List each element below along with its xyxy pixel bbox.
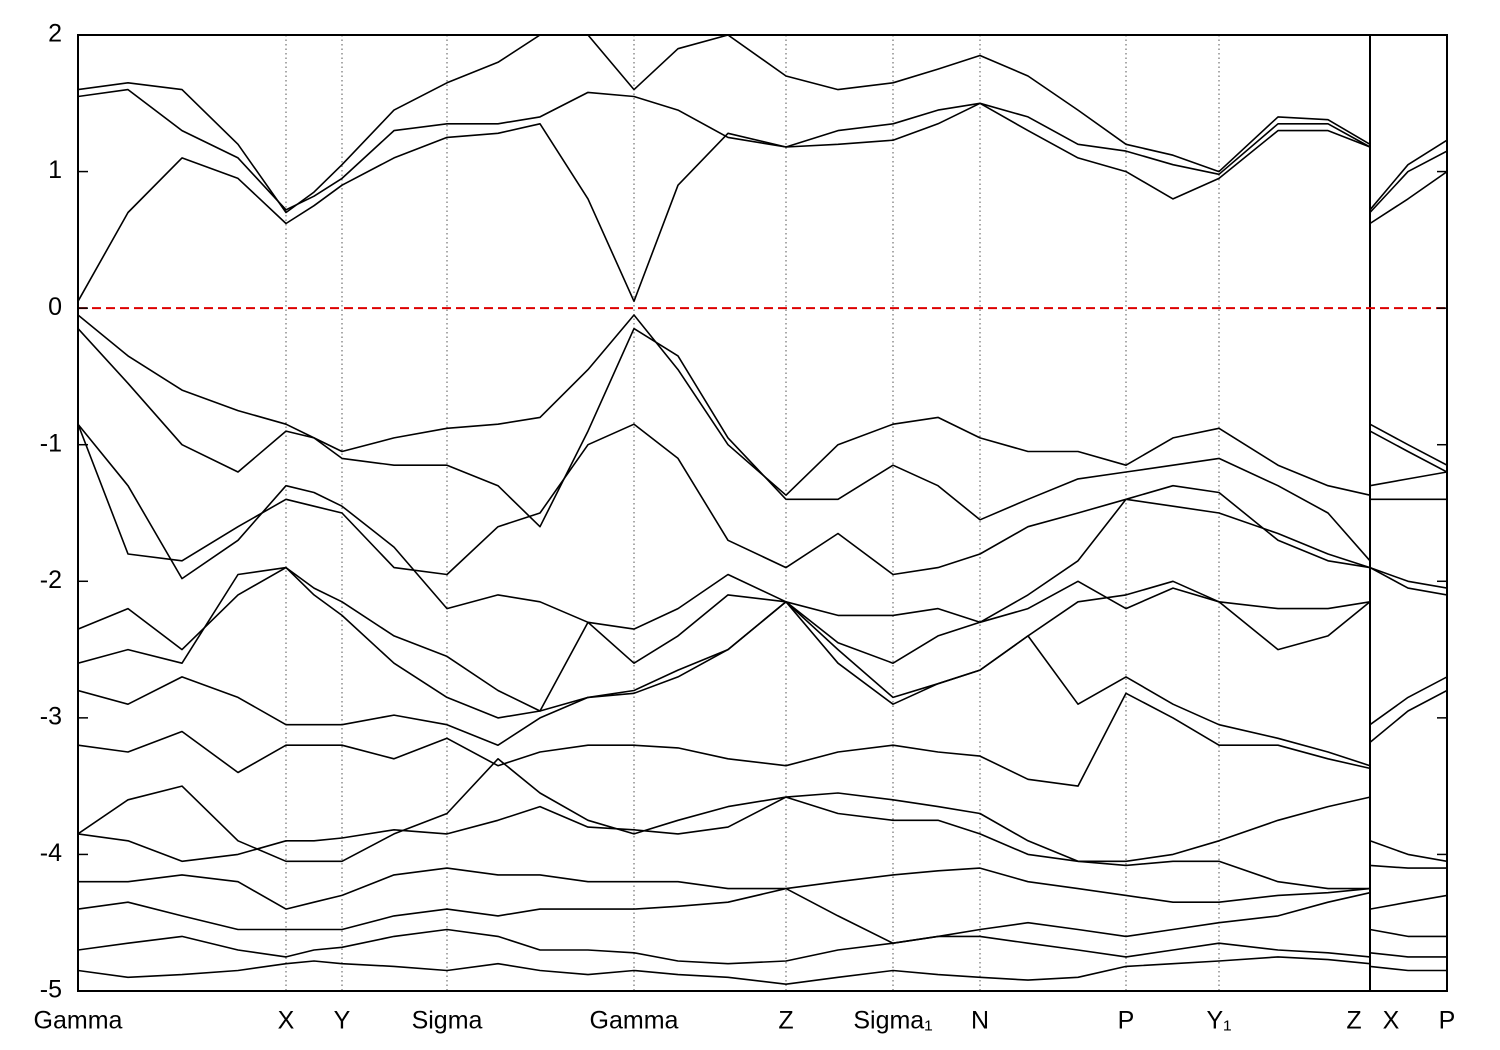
band-line: [78, 956, 1447, 985]
band-line: [78, 887, 1447, 944]
band-line: [78, 35, 1447, 214]
x-tick-label: Sigma₁: [853, 1007, 932, 1035]
bands: [78, 35, 1447, 985]
x-tick-label: Gamma: [590, 1007, 679, 1035]
band-line: [78, 689, 1447, 787]
x-tick-label: Sigma: [412, 1007, 483, 1035]
y-tick-label: 1: [48, 156, 62, 184]
x-tick-label: Z: [1346, 1007, 1361, 1035]
x-tick-label: Z: [778, 1007, 793, 1035]
x-tick-label: P: [1439, 1007, 1456, 1035]
x-tick-label: Gamma: [34, 1007, 123, 1035]
band-line: [78, 928, 1447, 965]
x-tick-label: P: [1118, 1007, 1135, 1035]
band-line: [78, 792, 1447, 890]
x-tick-label: N: [971, 1007, 989, 1035]
y-tick-label: -2: [40, 566, 62, 594]
plot-frame: [77, 34, 1448, 992]
x-tick-label: X: [278, 1007, 295, 1035]
band-line: [78, 423, 1447, 630]
y-tick-label: -4: [40, 839, 62, 867]
band-line: [78, 758, 1447, 863]
band-line: [78, 601, 1447, 767]
grid: [77, 35, 1448, 991]
x-tick-label: X: [1383, 1007, 1400, 1035]
y-tick-label: -5: [40, 976, 62, 1004]
y-tick-label: -3: [40, 702, 62, 730]
band-line: [78, 423, 1447, 576]
y-tick-label: 2: [48, 20, 62, 48]
band-line: [78, 566, 1447, 719]
x-tick-label: Y₁: [1206, 1007, 1231, 1035]
band-line: [78, 314, 1447, 496]
band-line: [78, 566, 1447, 712]
axes: -5 -4 -3 -2 -1 0 1 2 Gamma X Y Sigma Gamma Z Sigma₁ N P Y…: [34, 20, 1456, 1035]
band-line: [78, 102, 1447, 303]
y-tick-label: -1: [40, 429, 62, 457]
band-line: [78, 867, 1447, 910]
x-tick-label: Y: [334, 1007, 351, 1035]
band-line: [78, 327, 1447, 562]
y-tick-label: 0: [48, 293, 62, 321]
